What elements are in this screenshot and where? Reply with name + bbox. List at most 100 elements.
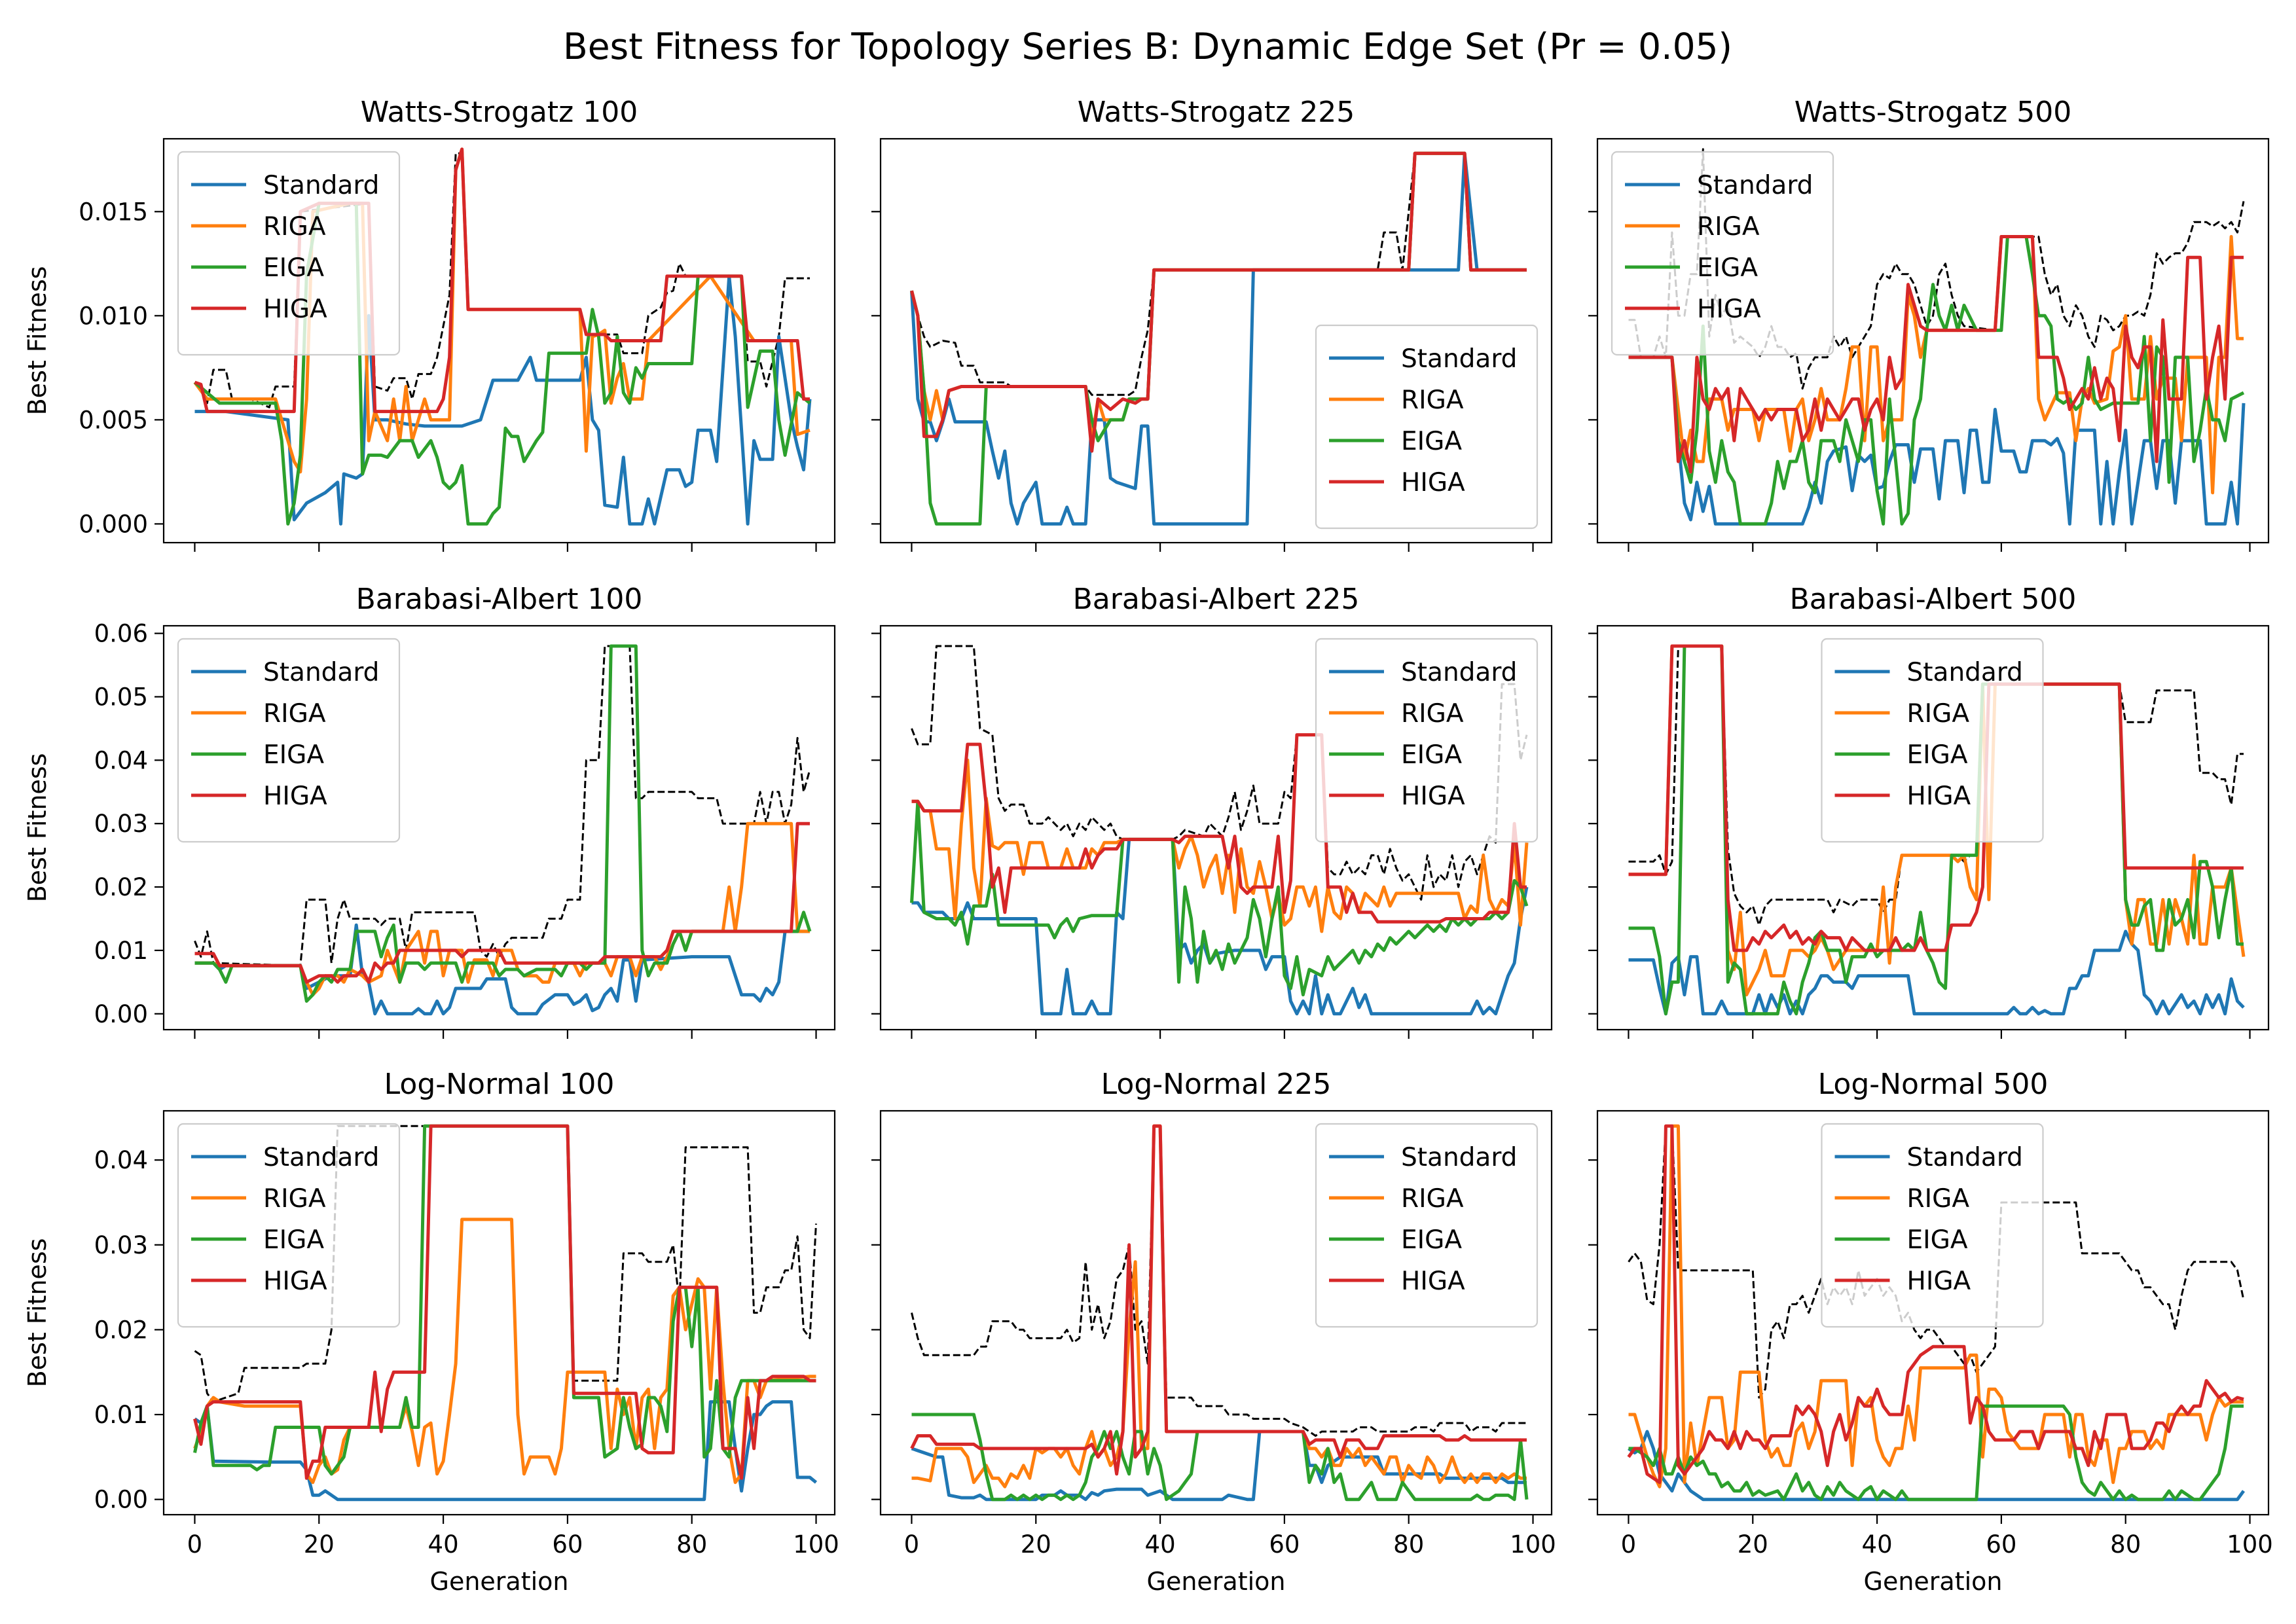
legend-label-eiga: EIGA — [263, 740, 324, 770]
series-line-higa — [193, 1124, 816, 1480]
x-tick-label: 60 — [1269, 1530, 1300, 1559]
legend-label-standard: Standard — [1907, 658, 2023, 687]
legend: Standard RIGA EIGA HIGA — [177, 151, 401, 356]
x-tick-label: 20 — [1738, 1530, 1768, 1559]
y-tick-label: 0.03 — [94, 1231, 148, 1259]
series-line-higa — [911, 733, 1527, 924]
axes-frame — [1596, 137, 2270, 544]
legend: Standard RIGA EIGA HIGA — [1315, 638, 1539, 843]
x-tick-label: 40 — [1862, 1530, 1893, 1559]
legend-label-eiga: EIGA — [1907, 740, 1968, 770]
x-tick-label: 20 — [304, 1530, 335, 1559]
axes-frame — [162, 1110, 836, 1516]
axes-frame — [1596, 1110, 2270, 1516]
y-tick-label: 0.01 — [94, 1401, 148, 1429]
legend: Standard RIGA EIGA HIGA — [1315, 1123, 1539, 1328]
series-line-eiga — [193, 1124, 816, 1476]
series-line-higa — [1628, 235, 2244, 474]
subplot-barabasi-albert-225: Barabasi-Albert 225 Standard RIGA EIGA HIGA — [871, 583, 1553, 1039]
y-tick-label: 0.00 — [94, 1486, 148, 1514]
legend-box — [1821, 1123, 2044, 1328]
x-tick-label: 100 — [2227, 1530, 2273, 1559]
legend-label-eiga: EIGA — [1401, 1225, 1462, 1255]
legend-label-higa: HIGA — [1907, 1267, 1971, 1296]
y-axis-label: Best Fitness — [23, 1238, 52, 1388]
legend-box — [177, 1123, 401, 1328]
y-tick-label: 0.000 — [79, 510, 148, 538]
legend-label-riga: RIGA — [1697, 212, 1760, 242]
series-line-higa — [1628, 644, 2244, 952]
series-line-eiga — [1628, 1404, 2244, 1502]
legend-label-eiga: EIGA — [263, 253, 324, 283]
x-tick-label: 0 — [187, 1530, 203, 1559]
series-lines — [1628, 644, 2246, 1016]
y-tick-label: 0.01 — [94, 937, 148, 965]
axes-frame — [162, 624, 836, 1031]
series-lines — [910, 1124, 1529, 1502]
legend-label-riga: RIGA — [263, 1184, 326, 1214]
y-tick-label: 0.04 — [94, 746, 148, 774]
legend-label-eiga: EIGA — [1907, 1225, 1968, 1255]
x-tick-label: 20 — [1021, 1530, 1051, 1559]
y-tick-label: 0.010 — [79, 302, 148, 330]
axes-frame — [879, 137, 1553, 544]
subplot-log-normal-500: Log-Normal 500 0 20 40 60 80 100 Generation Stan… — [1588, 1068, 2273, 1596]
series-line-riga — [911, 758, 1529, 933]
subplot-watts-strogatz-225: Watts-Strogatz 225 Standard RIGA EIGA HIGA — [871, 96, 1553, 552]
legend-label-standard: Standard — [1697, 171, 1813, 200]
series-line-eiga — [1628, 235, 2245, 526]
subplot-barabasi-albert-500: Barabasi-Albert 500 Standard RIGA EIGA HIGA — [1588, 583, 2270, 1039]
x-tick-label: 80 — [676, 1530, 707, 1559]
legend: Standard RIGA EIGA HIGA — [1315, 324, 1539, 530]
legend: Standard RIGA EIGA HIGA — [1611, 151, 1834, 356]
subplot-title: Log-Normal 500 — [1818, 1068, 2049, 1101]
series-line-riga — [193, 147, 811, 474]
subplot-log-normal-225: Log-Normal 225 0 20 40 60 80 100 Generation Stan… — [871, 1068, 1556, 1596]
legend-label-riga: RIGA — [1907, 699, 1970, 729]
series-line-standard — [911, 837, 1529, 1016]
axes-frame — [879, 1110, 1553, 1516]
y-tick-label: 0.03 — [94, 810, 148, 838]
legend: Standard RIGA EIGA HIGA — [177, 638, 401, 843]
series-line-riga — [1628, 1124, 2244, 1489]
legend-label-higa: HIGA — [1697, 295, 1761, 324]
legend: Standard RIGA EIGA HIGA — [1821, 1123, 2044, 1328]
legend-label-standard: Standard — [1401, 658, 1517, 687]
subplot-title: Barabasi-Albert 225 — [1073, 583, 1360, 616]
y-tick-label: 0.06 — [94, 620, 148, 648]
legend: Standard RIGA EIGA HIGA — [177, 1123, 401, 1328]
series-line-higa — [910, 1124, 1527, 1476]
series-lines — [1627, 1124, 2246, 1502]
y-tick-label: 0.04 — [94, 1146, 148, 1174]
legend-label-riga: RIGA — [1401, 386, 1464, 415]
x-tick-label: 80 — [2110, 1530, 2141, 1559]
legend-label-higa: HIGA — [263, 782, 327, 811]
series-line-eiga — [1628, 644, 2244, 1016]
subplot-barabasi-albert-100: Barabasi-Albert 100 0.00 0.01 0.02 0.03 0.04 0… — [23, 583, 836, 1039]
reference-line — [194, 1125, 817, 1403]
legend-box — [1315, 638, 1539, 843]
legend-label-standard: Standard — [1401, 1143, 1517, 1172]
y-tick-label: 0.02 — [94, 1316, 148, 1344]
subplot-grid: Watts-Strogatz 1000.0000.0050.0100.015Be… — [23, 96, 2273, 1596]
series-lines — [910, 645, 1529, 1016]
x-tick-label: 80 — [1393, 1530, 1424, 1559]
legend-label-higa: HIGA — [1401, 1267, 1465, 1296]
x-axis-label: Generation — [1864, 1567, 2003, 1596]
legend-label-riga: RIGA — [263, 699, 326, 729]
x-axis-label: Generation — [430, 1567, 569, 1596]
series-lines — [193, 1124, 818, 1502]
y-tick-label: 0.05 — [94, 683, 148, 711]
legend-label-higa: HIGA — [263, 295, 327, 324]
subplot-title: Log-Normal 100 — [384, 1068, 615, 1101]
series-lines — [194, 644, 812, 1016]
series-lines — [910, 151, 1527, 526]
legend-label-eiga: EIGA — [263, 1225, 324, 1255]
legend-label-eiga: EIGA — [1401, 427, 1462, 456]
x-tick-label: 40 — [1145, 1530, 1176, 1559]
legend-label-higa: HIGA — [1401, 468, 1465, 497]
legend: Standard RIGA EIGA HIGA — [1821, 638, 2044, 843]
y-tick-label: 0.015 — [79, 198, 148, 226]
subplot-title: Log-Normal 225 — [1101, 1068, 1332, 1101]
legend-label-higa: HIGA — [1907, 782, 1971, 811]
